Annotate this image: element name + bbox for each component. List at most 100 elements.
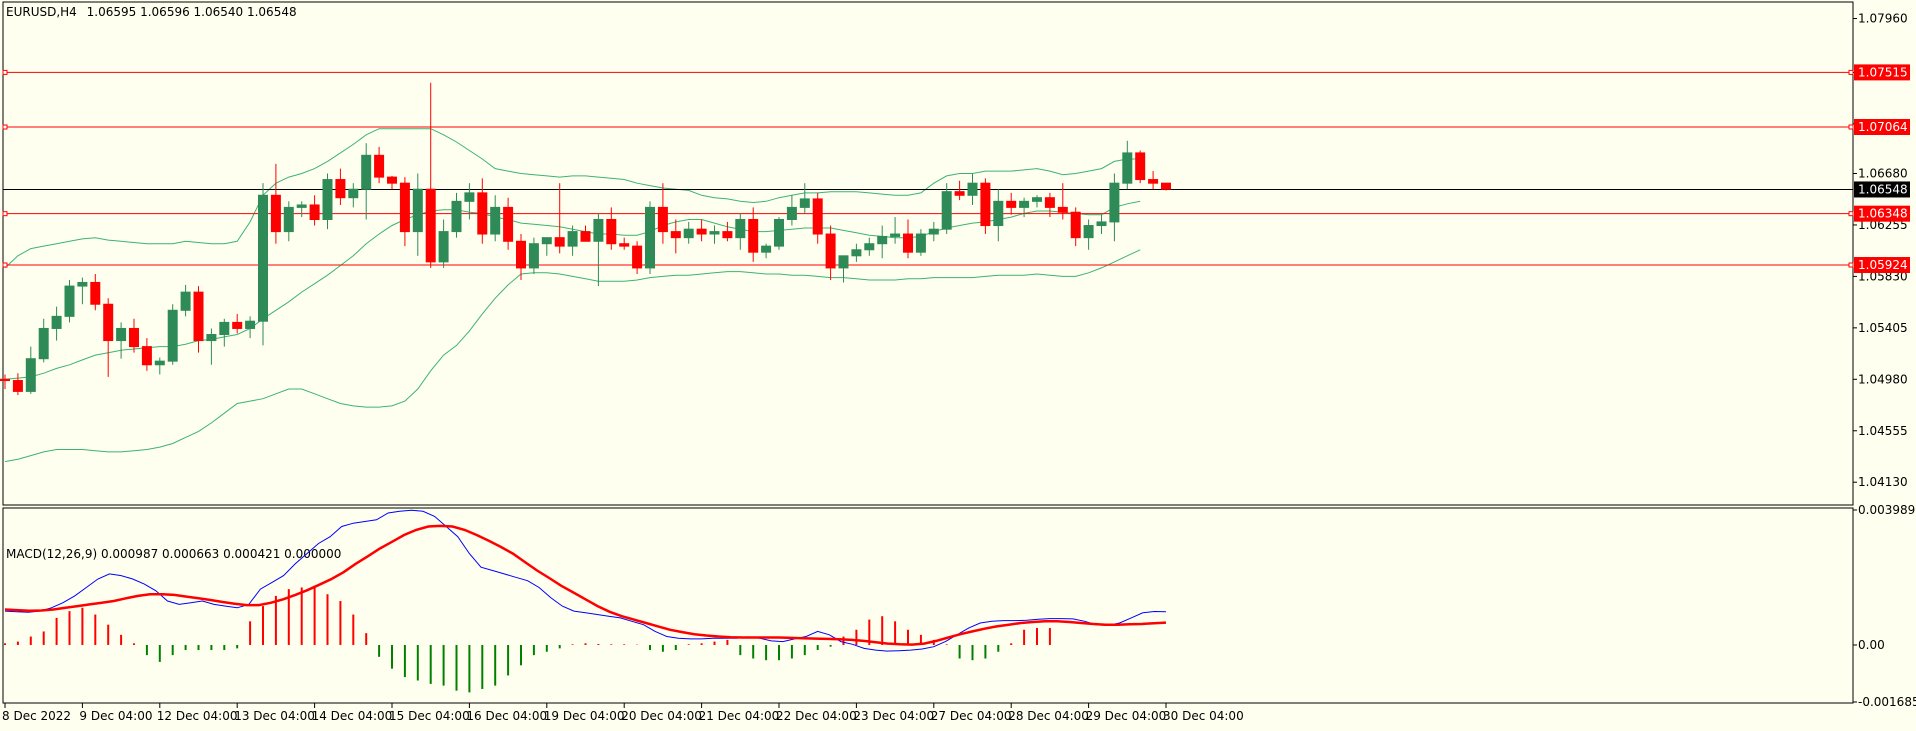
bollinger-lower-line (4, 249, 1141, 463)
candle-bear (193, 291, 204, 342)
level-handle-left (2, 211, 8, 217)
candle-bear (696, 228, 707, 235)
candle-bull (941, 191, 952, 230)
candle-bull (64, 285, 75, 317)
candle-bull (154, 360, 165, 366)
time-tick-label: 28 Dec 04:00 (1008, 709, 1089, 723)
candle-bear (954, 191, 965, 196)
candle-bull (967, 182, 978, 196)
candle-bear (477, 192, 488, 235)
macd-tick-label: 0.003989 (1858, 503, 1915, 517)
candle-bear (90, 281, 101, 305)
candle-bear (425, 188, 436, 263)
candle-bear (12, 380, 23, 392)
candle-bull (1096, 221, 1107, 227)
time-tick-label: 19 Dec 04:00 (544, 709, 625, 723)
time-tick-label: 22 Dec 04:00 (776, 709, 857, 723)
level-price-label: 1.07064 (1858, 120, 1908, 134)
candle-bull (1109, 182, 1120, 223)
level-handle-left (2, 124, 8, 130)
candle-bull (541, 237, 552, 245)
candle-bull (528, 243, 539, 269)
candle-bull (786, 206, 797, 220)
candle-bull (838, 255, 849, 269)
candle-bull (928, 228, 939, 235)
candle-bull (180, 291, 191, 311)
candle-bear (0, 378, 10, 382)
candle-bull (490, 206, 501, 235)
bollinger-upper-line (4, 128, 1141, 269)
candle-bear (103, 303, 114, 342)
candle-bear (1057, 206, 1068, 213)
time-tick-label: 9 Dec 04:00 (79, 709, 152, 723)
price-tick-label: 1.06680 (1858, 166, 1908, 180)
candle-bear (387, 176, 397, 184)
candle-bear (812, 198, 823, 235)
candle-bear (619, 243, 630, 247)
candle-bull (322, 179, 333, 220)
candle-bear (1148, 179, 1159, 184)
time-tick-label: 13 Dec 04:00 (234, 709, 315, 723)
candle-bear (554, 237, 565, 247)
level-handle-right (1848, 211, 1854, 217)
candle-bull (1083, 225, 1094, 239)
price-tick-label: 1.05405 (1858, 321, 1908, 335)
candle-bear (1135, 152, 1146, 181)
candle-bull (567, 231, 578, 247)
candle-bull (438, 231, 449, 263)
candle-bull (464, 192, 475, 202)
candle-bear (1044, 197, 1055, 208)
candle-bear (399, 182, 410, 233)
candle-bear (606, 218, 617, 245)
candle-bull (864, 243, 875, 251)
level-price-tag (1854, 257, 1910, 274)
candle-bull (761, 245, 772, 253)
candle-bull (851, 249, 862, 257)
candle-bull (683, 228, 694, 239)
candle-bear (129, 327, 139, 348)
candle-bear (1161, 182, 1171, 190)
price-tick-label: 1.04980 (1858, 372, 1908, 386)
candle-bear (335, 179, 346, 199)
macd-tick-label: -0.001685 (1858, 695, 1916, 709)
candle-bull (258, 194, 268, 322)
macd-panel-title: MACD(12,26,9) 0.000987 0.000663 0.000421… (6, 547, 341, 561)
candle-bear (657, 206, 668, 233)
level-price-label: 1.05924 (1858, 258, 1908, 272)
time-tick-label: 27 Dec 04:00 (931, 709, 1012, 723)
candle-bear (503, 206, 514, 242)
time-tick-label: 14 Dec 04:00 (312, 709, 393, 723)
price-tick-label: 1.07960 (1858, 12, 1908, 26)
candle-bear (309, 204, 320, 220)
level-handle-right (1848, 262, 1854, 268)
candle-bull (890, 233, 901, 237)
time-tick-label: 21 Dec 04:00 (699, 709, 780, 723)
candle-bear (270, 194, 281, 233)
candle-bull (877, 235, 888, 245)
candle-bear (825, 233, 836, 269)
level-price-tag (1854, 64, 1910, 81)
macd-signal-line (4, 524, 1167, 646)
macd-layer (4, 509, 1167, 693)
candle-bull (77, 281, 88, 287)
candle-bull (1019, 200, 1030, 208)
current-price-tag (1854, 181, 1910, 198)
price-tick-label: 1.04555 (1858, 424, 1908, 438)
candle-bull (593, 218, 604, 242)
candle-bull (1032, 197, 1042, 202)
level-handle-right (1848, 69, 1854, 75)
time-tick-label: 30 Dec 04:00 (1163, 709, 1244, 723)
time-tick-label: 16 Dec 04:00 (466, 709, 547, 723)
candle-bull (709, 231, 720, 235)
level-handle-right (1848, 124, 1854, 130)
candle-bull (993, 200, 1004, 227)
level-handle-left (2, 262, 8, 268)
candle-bear (1070, 211, 1081, 239)
candle-bear (670, 231, 681, 239)
candle-bear (1006, 200, 1017, 208)
time-tick-label: 23 Dec 04:00 (853, 709, 934, 723)
time-tick-label: 20 Dec 04:00 (621, 709, 702, 723)
level-price-tag (1854, 205, 1910, 222)
candle-bull (245, 320, 256, 329)
